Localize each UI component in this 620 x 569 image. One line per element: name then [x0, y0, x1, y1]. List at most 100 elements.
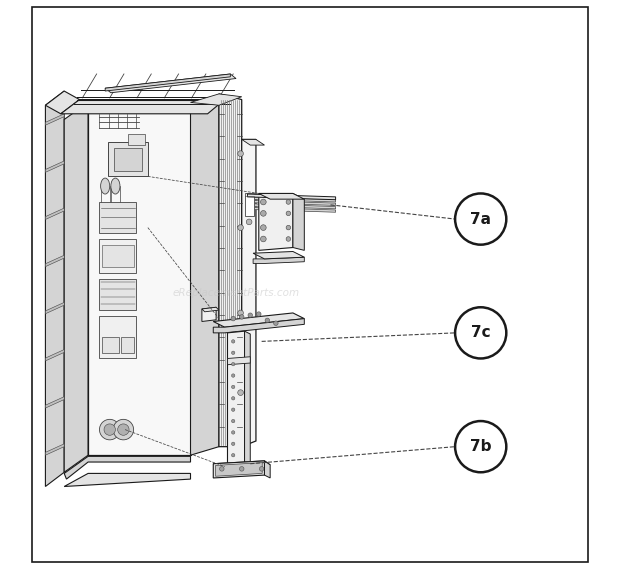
Polygon shape: [61, 100, 224, 114]
Circle shape: [237, 151, 244, 156]
Circle shape: [455, 307, 507, 358]
Circle shape: [231, 419, 235, 423]
Polygon shape: [45, 91, 79, 114]
Circle shape: [239, 467, 244, 471]
Circle shape: [231, 340, 235, 343]
Polygon shape: [244, 193, 254, 216]
Circle shape: [231, 351, 235, 354]
Polygon shape: [242, 139, 256, 447]
Polygon shape: [247, 197, 335, 202]
Circle shape: [231, 442, 235, 446]
Circle shape: [257, 312, 261, 316]
Polygon shape: [216, 463, 262, 476]
Polygon shape: [190, 94, 242, 105]
Polygon shape: [247, 194, 335, 200]
Ellipse shape: [111, 178, 120, 194]
Polygon shape: [113, 148, 142, 171]
Polygon shape: [242, 139, 265, 145]
Polygon shape: [64, 473, 190, 486]
Circle shape: [113, 419, 133, 440]
Circle shape: [231, 397, 235, 400]
Circle shape: [260, 199, 266, 205]
Text: 7b: 7b: [470, 439, 492, 454]
Polygon shape: [228, 331, 244, 468]
Polygon shape: [102, 337, 120, 353]
Circle shape: [455, 193, 507, 245]
Polygon shape: [293, 193, 304, 250]
Polygon shape: [45, 255, 64, 267]
Polygon shape: [213, 319, 304, 333]
Circle shape: [286, 200, 291, 204]
Polygon shape: [213, 313, 304, 327]
Polygon shape: [45, 114, 64, 125]
Circle shape: [286, 211, 291, 216]
Circle shape: [231, 316, 236, 321]
Polygon shape: [45, 397, 64, 408]
Polygon shape: [202, 307, 219, 312]
Ellipse shape: [100, 178, 110, 194]
Polygon shape: [99, 239, 136, 273]
Circle shape: [265, 318, 270, 323]
Polygon shape: [45, 161, 64, 172]
Polygon shape: [259, 193, 304, 199]
Polygon shape: [244, 331, 250, 469]
Polygon shape: [247, 200, 335, 205]
Polygon shape: [45, 91, 64, 486]
Polygon shape: [190, 100, 219, 455]
Circle shape: [237, 310, 244, 316]
Polygon shape: [253, 257, 304, 263]
Polygon shape: [247, 207, 335, 212]
Polygon shape: [99, 316, 136, 358]
Circle shape: [231, 431, 235, 434]
Polygon shape: [88, 102, 190, 455]
Circle shape: [231, 385, 235, 389]
Polygon shape: [259, 193, 293, 250]
Circle shape: [231, 408, 235, 411]
Circle shape: [286, 225, 291, 230]
Circle shape: [260, 225, 266, 230]
Text: eReplacementParts.com: eReplacementParts.com: [172, 288, 299, 298]
Polygon shape: [105, 74, 231, 91]
Circle shape: [259, 467, 264, 471]
Polygon shape: [108, 142, 148, 176]
Polygon shape: [121, 337, 134, 353]
Circle shape: [260, 211, 266, 216]
Polygon shape: [105, 74, 236, 93]
Polygon shape: [102, 245, 134, 267]
Polygon shape: [228, 357, 250, 365]
Polygon shape: [45, 208, 64, 220]
Circle shape: [273, 321, 278, 325]
Circle shape: [99, 419, 120, 440]
Polygon shape: [213, 461, 270, 468]
Text: 7c: 7c: [471, 325, 490, 340]
Polygon shape: [128, 134, 145, 145]
Circle shape: [237, 225, 244, 230]
Polygon shape: [202, 307, 216, 321]
Polygon shape: [99, 202, 136, 233]
Circle shape: [231, 453, 235, 457]
Polygon shape: [253, 251, 304, 259]
Polygon shape: [219, 94, 242, 447]
Circle shape: [286, 237, 291, 241]
Polygon shape: [265, 461, 270, 478]
Circle shape: [246, 219, 252, 225]
Polygon shape: [99, 279, 136, 310]
Circle shape: [248, 313, 252, 318]
Circle shape: [239, 315, 244, 319]
Circle shape: [219, 467, 224, 471]
Circle shape: [104, 424, 115, 435]
Polygon shape: [213, 461, 265, 478]
Polygon shape: [64, 102, 88, 472]
Circle shape: [455, 421, 507, 472]
Polygon shape: [45, 302, 64, 314]
Polygon shape: [247, 204, 335, 209]
Circle shape: [237, 390, 244, 395]
Circle shape: [231, 362, 235, 366]
Text: 7a: 7a: [470, 212, 491, 226]
Polygon shape: [45, 444, 64, 455]
Polygon shape: [64, 456, 190, 479]
Circle shape: [118, 424, 129, 435]
Circle shape: [231, 374, 235, 377]
Circle shape: [260, 236, 266, 242]
Polygon shape: [45, 349, 64, 361]
